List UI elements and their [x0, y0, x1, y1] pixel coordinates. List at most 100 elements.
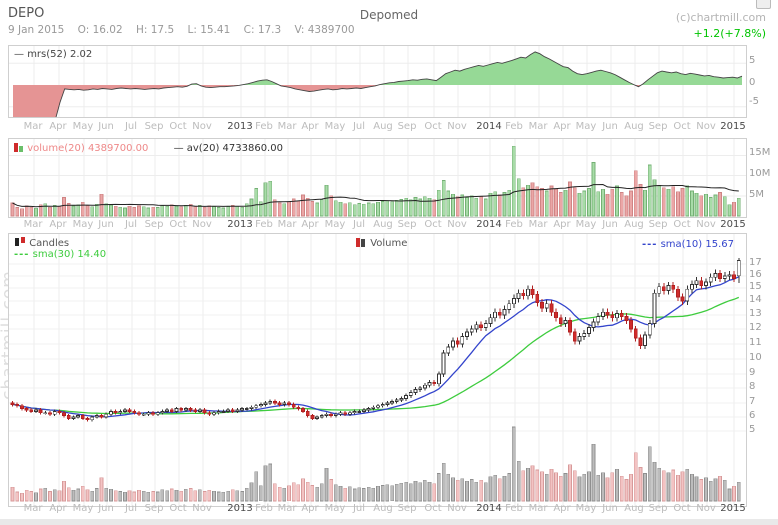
price-y-tick: 7 — [749, 396, 756, 407]
x-axis-year-label: 2015 — [720, 121, 746, 132]
x-axis-month-label: Apr — [49, 219, 67, 230]
sma30-dash-icon: --- — [14, 249, 30, 260]
x-axis-month-label: May — [575, 219, 597, 230]
x-axis-year-label: 2015 — [720, 219, 746, 230]
price-panel — [8, 233, 747, 507]
price-y-tick: 17 — [749, 257, 762, 268]
volume-icon — [356, 238, 365, 247]
volume-legend: volume(20) 4389700.00 — av(20) 4733860.0… — [14, 142, 283, 154]
x-axis-month-label: Nov — [192, 219, 212, 230]
x-axis-month-label: Aug — [624, 121, 644, 132]
x-axis-month-label: Jul — [124, 121, 138, 132]
x-axis-month-label: Mar — [528, 121, 548, 132]
x-axis-month-label: Oct — [169, 121, 187, 132]
x-axis-month-label: Jun — [602, 219, 618, 230]
price-y-tick: 6 — [749, 410, 756, 421]
x-axis-month-label: May — [324, 121, 346, 132]
x-axis-month-label: Oct — [169, 219, 187, 230]
ticker-symbol: DEPO — [8, 6, 45, 21]
x-axis-month-label: Apr — [49, 121, 67, 132]
x-axis-month-label: Jul — [124, 503, 138, 514]
quote-high: H: 17.5 — [135, 24, 175, 36]
x-axis-month-label: Sep — [648, 121, 668, 132]
candles-legend: Candles — [14, 237, 69, 249]
x-axis-month-label: Nov — [696, 503, 716, 514]
volume20-label: volume(20) 4389700.00 — [27, 143, 149, 154]
x-axis-month-label: Feb — [505, 503, 523, 514]
price-y-tick: 13 — [749, 308, 762, 319]
x-axis-month-label: May — [575, 503, 597, 514]
x-axis-month-label: Feb — [505, 121, 523, 132]
quote-date: 9 Jan 2015 — [8, 24, 65, 36]
price-y-tick: 9 — [749, 367, 756, 378]
x-axis-month-label: Nov — [696, 121, 716, 132]
av-line-icon: — — [173, 143, 184, 154]
x-axis-month-label: May — [72, 219, 94, 230]
volume-panel — [8, 138, 747, 218]
volume-chart-svg — [9, 139, 746, 217]
x-axis-month-label: Sep — [397, 121, 417, 132]
x-axis-month-label: May — [72, 121, 94, 132]
x-axis-month-label: Nov — [696, 219, 716, 230]
quote-volume: V: 4389700 — [294, 24, 355, 36]
x-axis-month-label: Jul — [352, 219, 366, 230]
mrs-line-icon: — — [14, 49, 24, 60]
x-axis-month-label: Mar — [23, 219, 43, 230]
price-y-tick: 5 — [749, 424, 756, 435]
copyright: (c)chartmill.com — [675, 11, 766, 24]
x-axis-year-label: 2015 — [720, 503, 746, 514]
quote-open: O: 16.02 — [77, 24, 123, 36]
x-axis-year-label: 2013 — [227, 503, 253, 514]
x-axis-month-label: Apr — [553, 121, 571, 132]
x-axis-month-label: Apr — [553, 503, 571, 514]
x-axis-month-label: Apr — [301, 121, 319, 132]
x-axis-month-label: Nov — [447, 121, 467, 132]
x-axis-month-label: May — [72, 503, 94, 514]
x-axis-month-label: Jun — [602, 503, 618, 514]
price-y-tick: 12 — [749, 322, 762, 333]
x-axis-month-label: Aug — [373, 121, 393, 132]
mrs-panel — [8, 45, 747, 118]
x-axis-month-label: Oct — [424, 503, 442, 514]
x-axis-month-label: Sep — [397, 503, 417, 514]
quote-low: L: 15.41 — [187, 24, 231, 36]
x-axis-month-label: Mar — [277, 219, 297, 230]
x-axis-month-label: May — [575, 121, 597, 132]
volume-y-tick: 10M — [749, 168, 771, 179]
x-axis-month-label: Oct — [673, 503, 691, 514]
x-axis-month-label: Feb — [255, 219, 273, 230]
x-axis-month-label: Feb — [255, 503, 273, 514]
price-change: +1.2(+7.8%) — [693, 27, 766, 40]
x-axis-month-label: Aug — [624, 503, 644, 514]
price-y-tick: 10 — [749, 352, 762, 363]
x-axis-month-label: Jun — [602, 121, 618, 132]
x-axis-month-label: Jul — [352, 503, 366, 514]
x-axis-month-label: Mar — [528, 219, 548, 230]
quote-close: C: 17.3 — [243, 24, 282, 36]
candles-icon — [15, 237, 25, 246]
x-axis-month-label: Mar — [528, 503, 548, 514]
x-axis-row-3: Mar Apr May Jun Jul Sep Oct Nov 2013 Feb Mar Apr May… — [0, 503, 778, 515]
x-axis-year-label: 2014 — [476, 503, 502, 514]
x-axis-year-label: 2013 — [227, 219, 253, 230]
x-axis-month-label: Oct — [169, 503, 187, 514]
x-axis-month-label: Nov — [447, 219, 467, 230]
volume-sub-legend: Volume — [356, 237, 407, 249]
x-axis-month-label: Apr — [553, 219, 571, 230]
corner-button[interactable] — [756, 0, 771, 9]
x-axis-month-label: Sep — [144, 121, 164, 132]
x-axis-month-label: Sep — [144, 219, 164, 230]
x-axis-month-label: Aug — [373, 503, 393, 514]
x-axis-month-label: Aug — [624, 219, 644, 230]
x-axis-month-label: Jul — [124, 219, 138, 230]
x-axis-month-label: Nov — [192, 121, 212, 132]
price-y-tick: 16 — [749, 269, 762, 280]
x-axis-month-label: Apr — [301, 219, 319, 230]
x-axis-month-label: Jun — [98, 219, 114, 230]
company-title: Depomed — [359, 8, 419, 22]
mrs-y-tick: 5 — [749, 55, 756, 66]
x-axis-month-label: Sep — [648, 503, 668, 514]
x-axis-month-label: Mar — [23, 503, 43, 514]
x-axis-month-label: Oct — [424, 121, 442, 132]
